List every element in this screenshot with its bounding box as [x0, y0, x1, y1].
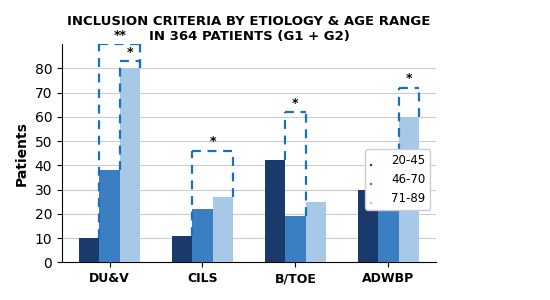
Legend: 20-45, 46-70, 71-89: 20-45, 46-70, 71-89: [365, 149, 430, 209]
Bar: [120, 68, 140, 262]
Text: *: *: [405, 72, 412, 86]
Text: *: *: [126, 46, 133, 59]
Bar: [285, 216, 306, 262]
Bar: [378, 168, 399, 262]
Bar: [79, 238, 100, 262]
Title: INCLUSION CRITERIA BY ETIOLOGY & AGE RANGE
IN 364 PATIENTS (G1 + G2): INCLUSION CRITERIA BY ETIOLOGY & AGE RAN…: [67, 15, 431, 43]
Bar: [265, 160, 285, 262]
Bar: [172, 236, 192, 262]
Bar: [192, 209, 213, 262]
Bar: [306, 202, 326, 262]
Bar: [213, 197, 233, 262]
Bar: [358, 190, 378, 262]
Bar: [100, 170, 120, 262]
Text: *: *: [292, 97, 299, 110]
Y-axis label: Patients: Patients: [15, 121, 29, 186]
Bar: [399, 117, 419, 262]
Text: **: **: [113, 29, 127, 42]
Text: *: *: [210, 135, 216, 148]
